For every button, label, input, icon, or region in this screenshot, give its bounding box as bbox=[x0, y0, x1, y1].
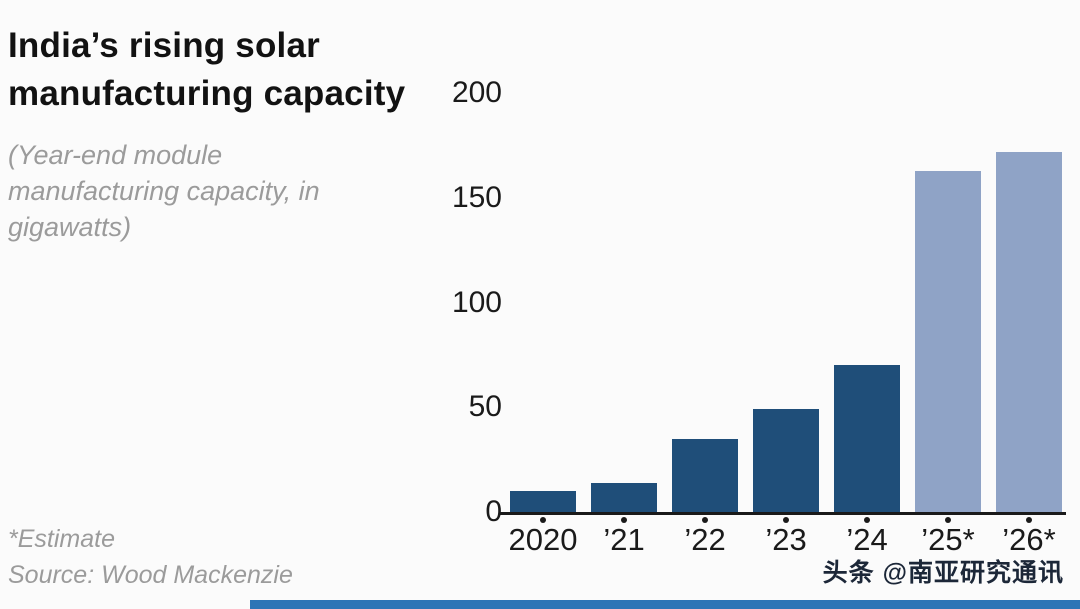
x-axis-label: ’22 bbox=[684, 522, 726, 557]
bar-23 bbox=[753, 409, 819, 512]
x-axis-label: ’24 bbox=[846, 522, 888, 557]
chart-title: India’s rising solar manufacturing capac… bbox=[8, 26, 406, 114]
x-axis-tick bbox=[945, 517, 951, 523]
chart-header: India’s rising solar manufacturing capac… bbox=[8, 22, 408, 246]
x-axis-label: 2020 bbox=[508, 522, 578, 557]
bar-24 bbox=[834, 365, 900, 512]
y-axis-label: 0 bbox=[485, 495, 502, 528]
bar-chart: 0 50 100 150 200 2020 ’21 ’22 ’23 ’24 ’25* ’26* bbox=[430, 60, 1075, 580]
x-axis-label: ’23 bbox=[765, 522, 807, 557]
x-axis-tick bbox=[540, 517, 546, 523]
chart-subtitle: (Year-end module manufacturing capacity,… bbox=[8, 139, 320, 243]
source-note: Source: Wood Mackenzie bbox=[8, 560, 293, 589]
bar-22 bbox=[672, 438, 738, 512]
estimate-note: *Estimate bbox=[8, 524, 115, 553]
x-axis-tick bbox=[621, 517, 627, 523]
y-axis-label: 100 bbox=[451, 285, 502, 319]
x-axis-label: ’25* bbox=[921, 522, 975, 557]
bar-26 bbox=[996, 151, 1062, 512]
chart-footnotes: *Estimate Source: Wood Mackenzie bbox=[8, 521, 293, 594]
x-axis-tick bbox=[783, 517, 789, 523]
bar-2020 bbox=[510, 491, 576, 512]
watermark: 头条 @南亚研究通讯 bbox=[822, 559, 1064, 587]
x-axis-line bbox=[500, 512, 1066, 515]
x-axis-tick bbox=[1026, 517, 1032, 523]
x-axis-tick bbox=[864, 517, 870, 523]
bar-21 bbox=[591, 482, 657, 512]
y-axis-label: 200 bbox=[451, 76, 502, 109]
x-axis-label: ’21 bbox=[603, 522, 645, 557]
bottom-strip bbox=[250, 600, 1080, 609]
bar-25 bbox=[915, 170, 981, 512]
x-axis-tick bbox=[702, 517, 708, 523]
x-axis-label: ’26* bbox=[1002, 522, 1056, 557]
y-axis-label: 150 bbox=[451, 180, 502, 214]
y-axis-label: 50 bbox=[468, 390, 502, 424]
